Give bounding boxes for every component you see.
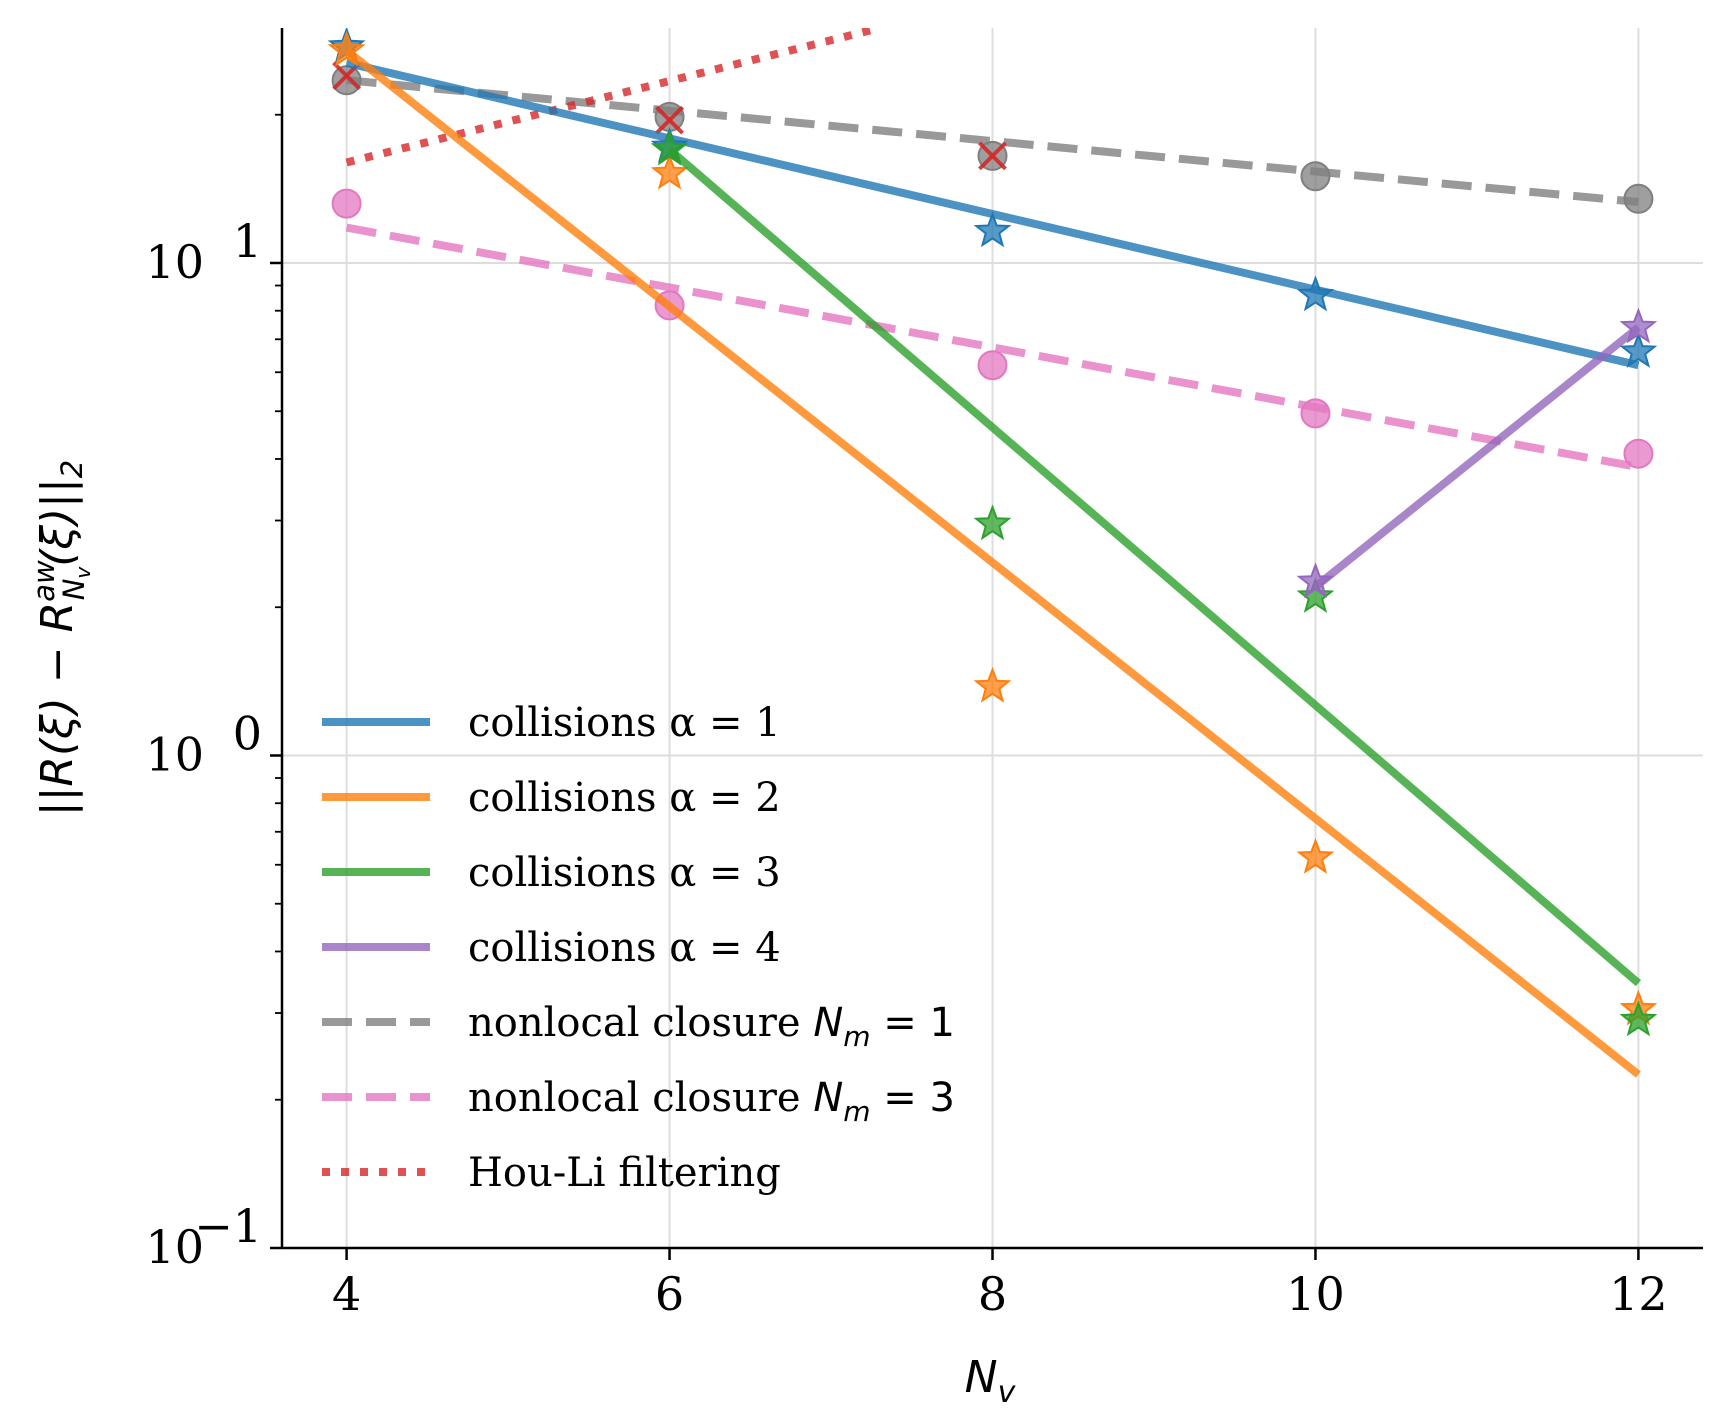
star-marker — [973, 666, 1012, 703]
y-tick-label: 10 — [145, 235, 204, 289]
series-nonlocal-closure-n-m-3 — [331, 188, 1654, 472]
legend-entry: nonlocal closure Nm = 3 — [322, 1075, 955, 1128]
star-marker — [973, 504, 1012, 541]
series-line — [345, 28, 881, 167]
legend-label: collisions α = 3 — [468, 850, 781, 896]
x-tick-label: 12 — [1609, 1267, 1668, 1321]
legend: collisions α = 1 collisions α = 2 collisio… — [322, 700, 955, 1196]
legend-entry: collisions α = 3 — [322, 850, 781, 896]
star-marker — [1619, 1000, 1658, 1037]
legend-entry: collisions α = 4 — [322, 925, 781, 971]
series-collisions-4 — [1296, 307, 1658, 599]
legend-entry: collisions α = 2 — [322, 775, 781, 821]
circle-marker — [977, 350, 1008, 381]
series-line — [666, 146, 1642, 987]
star-marker — [1296, 576, 1335, 613]
x-marker — [655, 105, 684, 135]
x-tick-label: 6 — [655, 1267, 684, 1321]
star-marker — [327, 30, 366, 67]
series-line — [345, 58, 1640, 370]
legend-label: collisions α = 1 — [468, 700, 781, 746]
series-line — [346, 76, 1639, 206]
y-tick-exponent: 1 — [233, 214, 262, 268]
y-tick-exponent: −1 — [194, 1199, 262, 1253]
y-axis-label: ||R(ξ) − RawNv(ξ)||2 — [27, 460, 95, 817]
circle-marker — [1623, 438, 1654, 469]
legend-label: nonlocal closure Nm = 1 — [468, 1000, 955, 1053]
star-marker — [1296, 837, 1335, 874]
legend-label: collisions α = 4 — [468, 925, 781, 971]
y-tick-exponent: 0 — [233, 706, 262, 760]
star-marker — [1619, 307, 1658, 344]
legend-label: collisions α = 2 — [468, 775, 781, 821]
x-tick-label: 10 — [1286, 1267, 1345, 1321]
legend-entry: nonlocal closure Nm = 1 — [322, 1000, 955, 1053]
star-marker — [650, 153, 689, 190]
legend-label: nonlocal closure Nm = 3 — [468, 1075, 955, 1128]
star-marker — [1619, 332, 1658, 368]
series-line — [1312, 324, 1641, 590]
x-tick-label: 4 — [332, 1267, 361, 1321]
series-line — [344, 47, 1641, 1078]
x-marker — [978, 141, 1007, 171]
star-marker — [650, 129, 689, 166]
circle-marker — [331, 188, 362, 219]
series-layer — [327, 28, 1658, 1078]
legend-entry: Hou-Li filtering — [322, 1150, 781, 1196]
x-tick-label: 8 — [978, 1267, 1007, 1321]
legend-label: Hou-Li filtering — [468, 1150, 781, 1196]
y-tick-label: 10 — [145, 1220, 204, 1274]
x-axis-label: Nv — [965, 1352, 1017, 1410]
series-collisions-3 — [650, 129, 1658, 1037]
y-tick-label: 10 — [145, 727, 204, 781]
legend-entry: collisions α = 1 — [322, 700, 781, 746]
star-marker — [973, 211, 1012, 248]
